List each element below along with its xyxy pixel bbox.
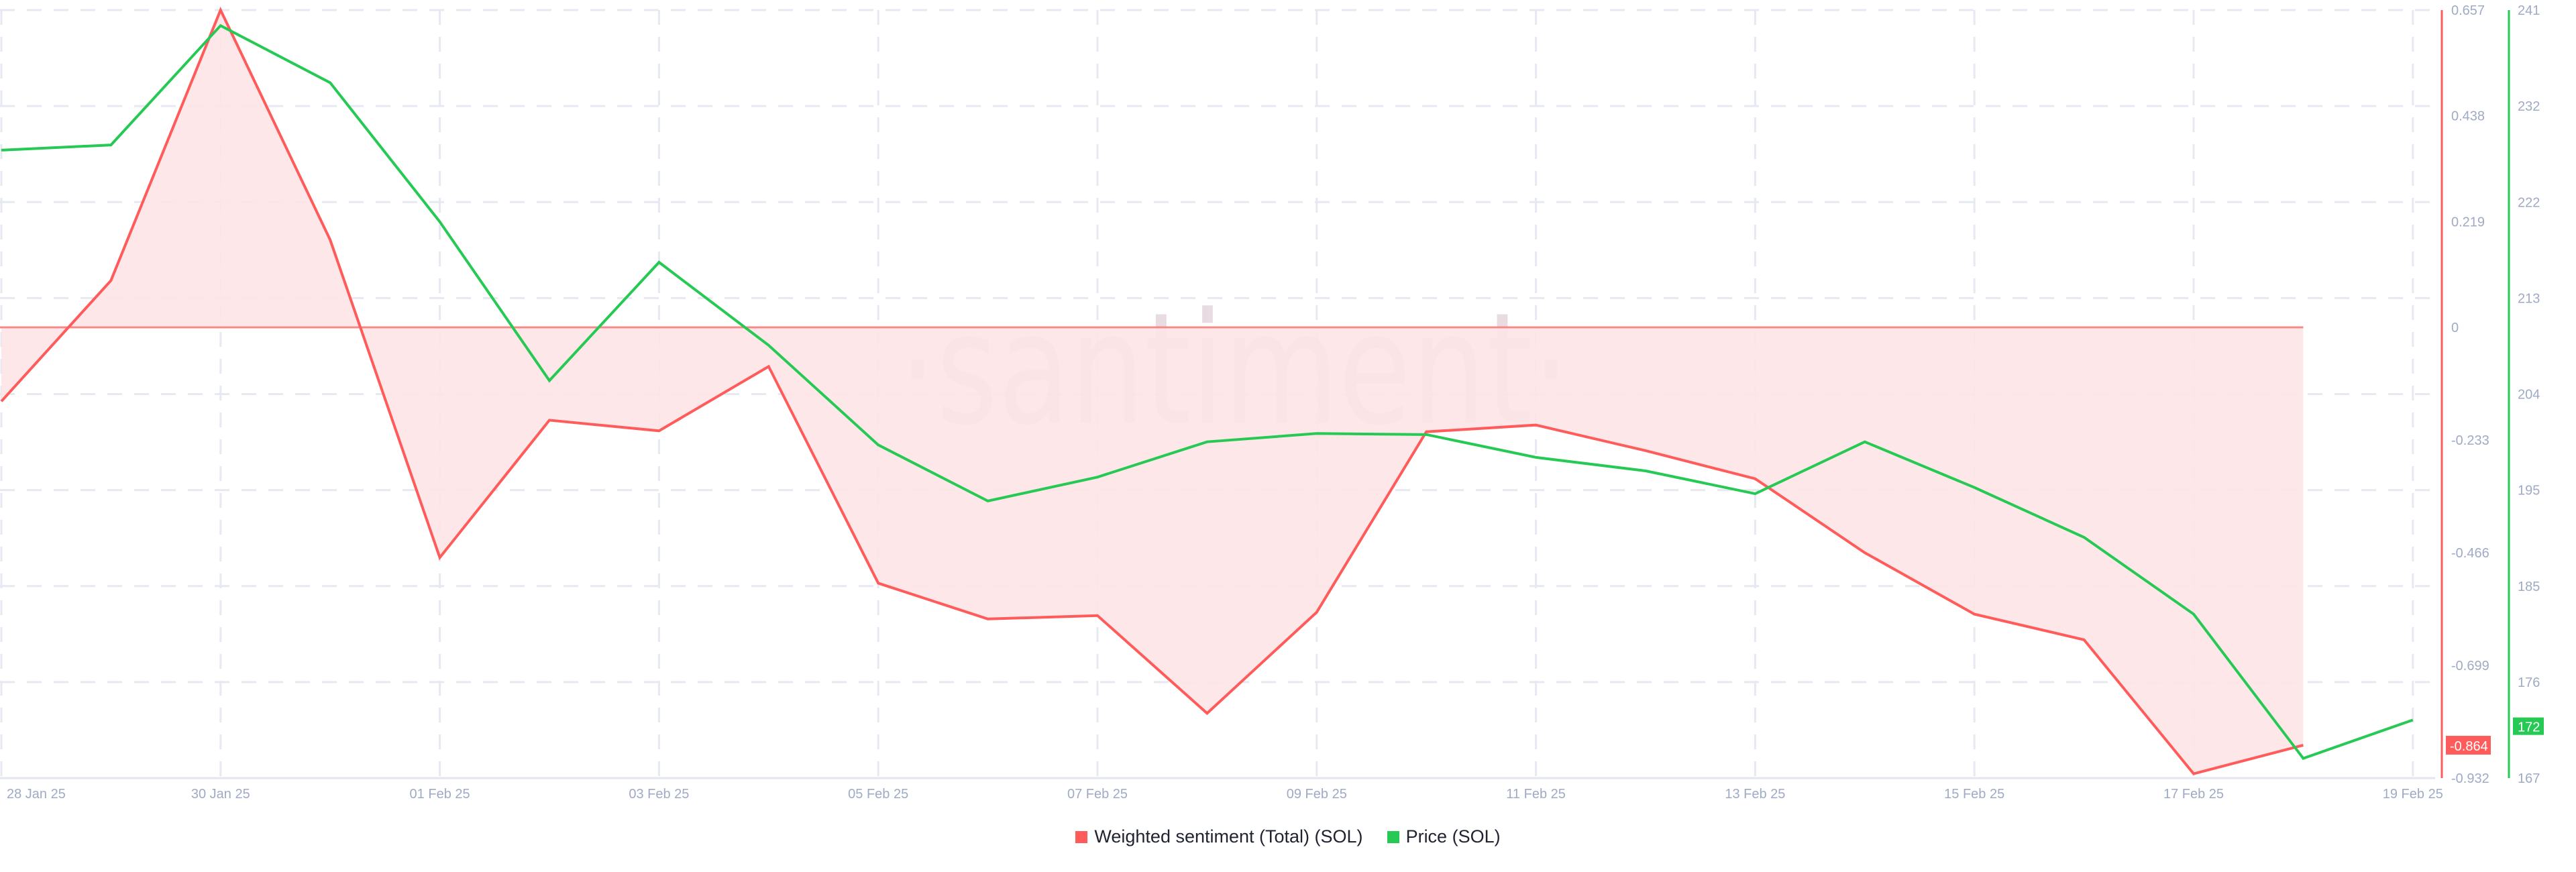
- legend-item-price[interactable]: Price (SOL): [1387, 826, 1501, 847]
- legend-label-sentiment: Weighted sentiment (Total) (SOL): [1094, 826, 1363, 847]
- price-tick-label: 167: [2518, 771, 2540, 786]
- legend: Weighted sentiment (Total) (SOL) Price (…: [0, 826, 2576, 847]
- x-tick-label: 28 Jan 25: [7, 787, 66, 802]
- price-tick-label: 185: [2518, 580, 2540, 594]
- x-tick-label: 30 Jan 25: [191, 787, 250, 802]
- axes: 28 Jan 25 30 Jan 25 01 Feb 25 03 Feb 25 05 F…: [0, 3, 2544, 802]
- legend-label-price: Price (SOL): [1405, 826, 1501, 847]
- x-tick-label: 03 Feb 25: [629, 787, 689, 802]
- x-tick-label: 01 Feb 25: [410, 787, 470, 802]
- price-tick-label: 204: [2518, 388, 2540, 402]
- series-lines: [0, 7, 2414, 775]
- legend-swatch-sentiment: [1075, 830, 1088, 843]
- sentiment-tick-label: -0.466: [2451, 546, 2489, 561]
- sentiment-tick-label: 0.657: [2451, 3, 2485, 18]
- legend-item-sentiment[interactable]: Weighted sentiment (Total) (SOL): [1075, 826, 1363, 847]
- price-tick-label: 222: [2518, 195, 2540, 210]
- price-tick-label: 232: [2518, 99, 2540, 114]
- x-tick-label: 05 Feb 25: [848, 787, 908, 802]
- x-tick-label: 17 Feb 25: [2163, 787, 2224, 802]
- sentiment-fill: [1, 10, 2304, 774]
- x-tick-label: 15 Feb 25: [1944, 787, 2004, 802]
- price-tick-label: 213: [2518, 291, 2540, 306]
- legend-swatch-price: [1387, 830, 1399, 843]
- x-tick-label: 19 Feb 25: [2383, 787, 2443, 802]
- sentiment-line: [0, 7, 2304, 775]
- price-tick-label: 195: [2518, 484, 2540, 498]
- sentiment-value-badge-text: -0.864: [2450, 739, 2488, 754]
- price-value-badge-text: 172: [2518, 720, 2540, 735]
- x-tick-label: 07 Feb 25: [1067, 787, 1128, 802]
- sentiment-tick-label: 0: [2451, 321, 2459, 335]
- x-tick-label: 13 Feb 25: [1725, 787, 1785, 802]
- price-line: [1, 23, 2414, 760]
- sentiment-tick-label: -0.932: [2451, 771, 2489, 786]
- sentiment-tick-label: -0.699: [2451, 659, 2489, 673]
- sentiment-tick-label: 0.438: [2451, 109, 2485, 124]
- price-tick-label: 241: [2518, 3, 2540, 18]
- sentiment-value-badge: [2446, 735, 2491, 755]
- sentiment-tick-label: 0.219: [2451, 215, 2485, 229]
- price-value-badge: [2513, 717, 2544, 735]
- x-tick-label: 11 Feb 25: [1506, 787, 1566, 802]
- sentiment-area: [0, 10, 2304, 774]
- price-tick-label: 176: [2518, 675, 2540, 690]
- sentiment-tick-label: -0.233: [2451, 433, 2489, 448]
- x-tick-label: 09 Feb 25: [1287, 787, 1347, 802]
